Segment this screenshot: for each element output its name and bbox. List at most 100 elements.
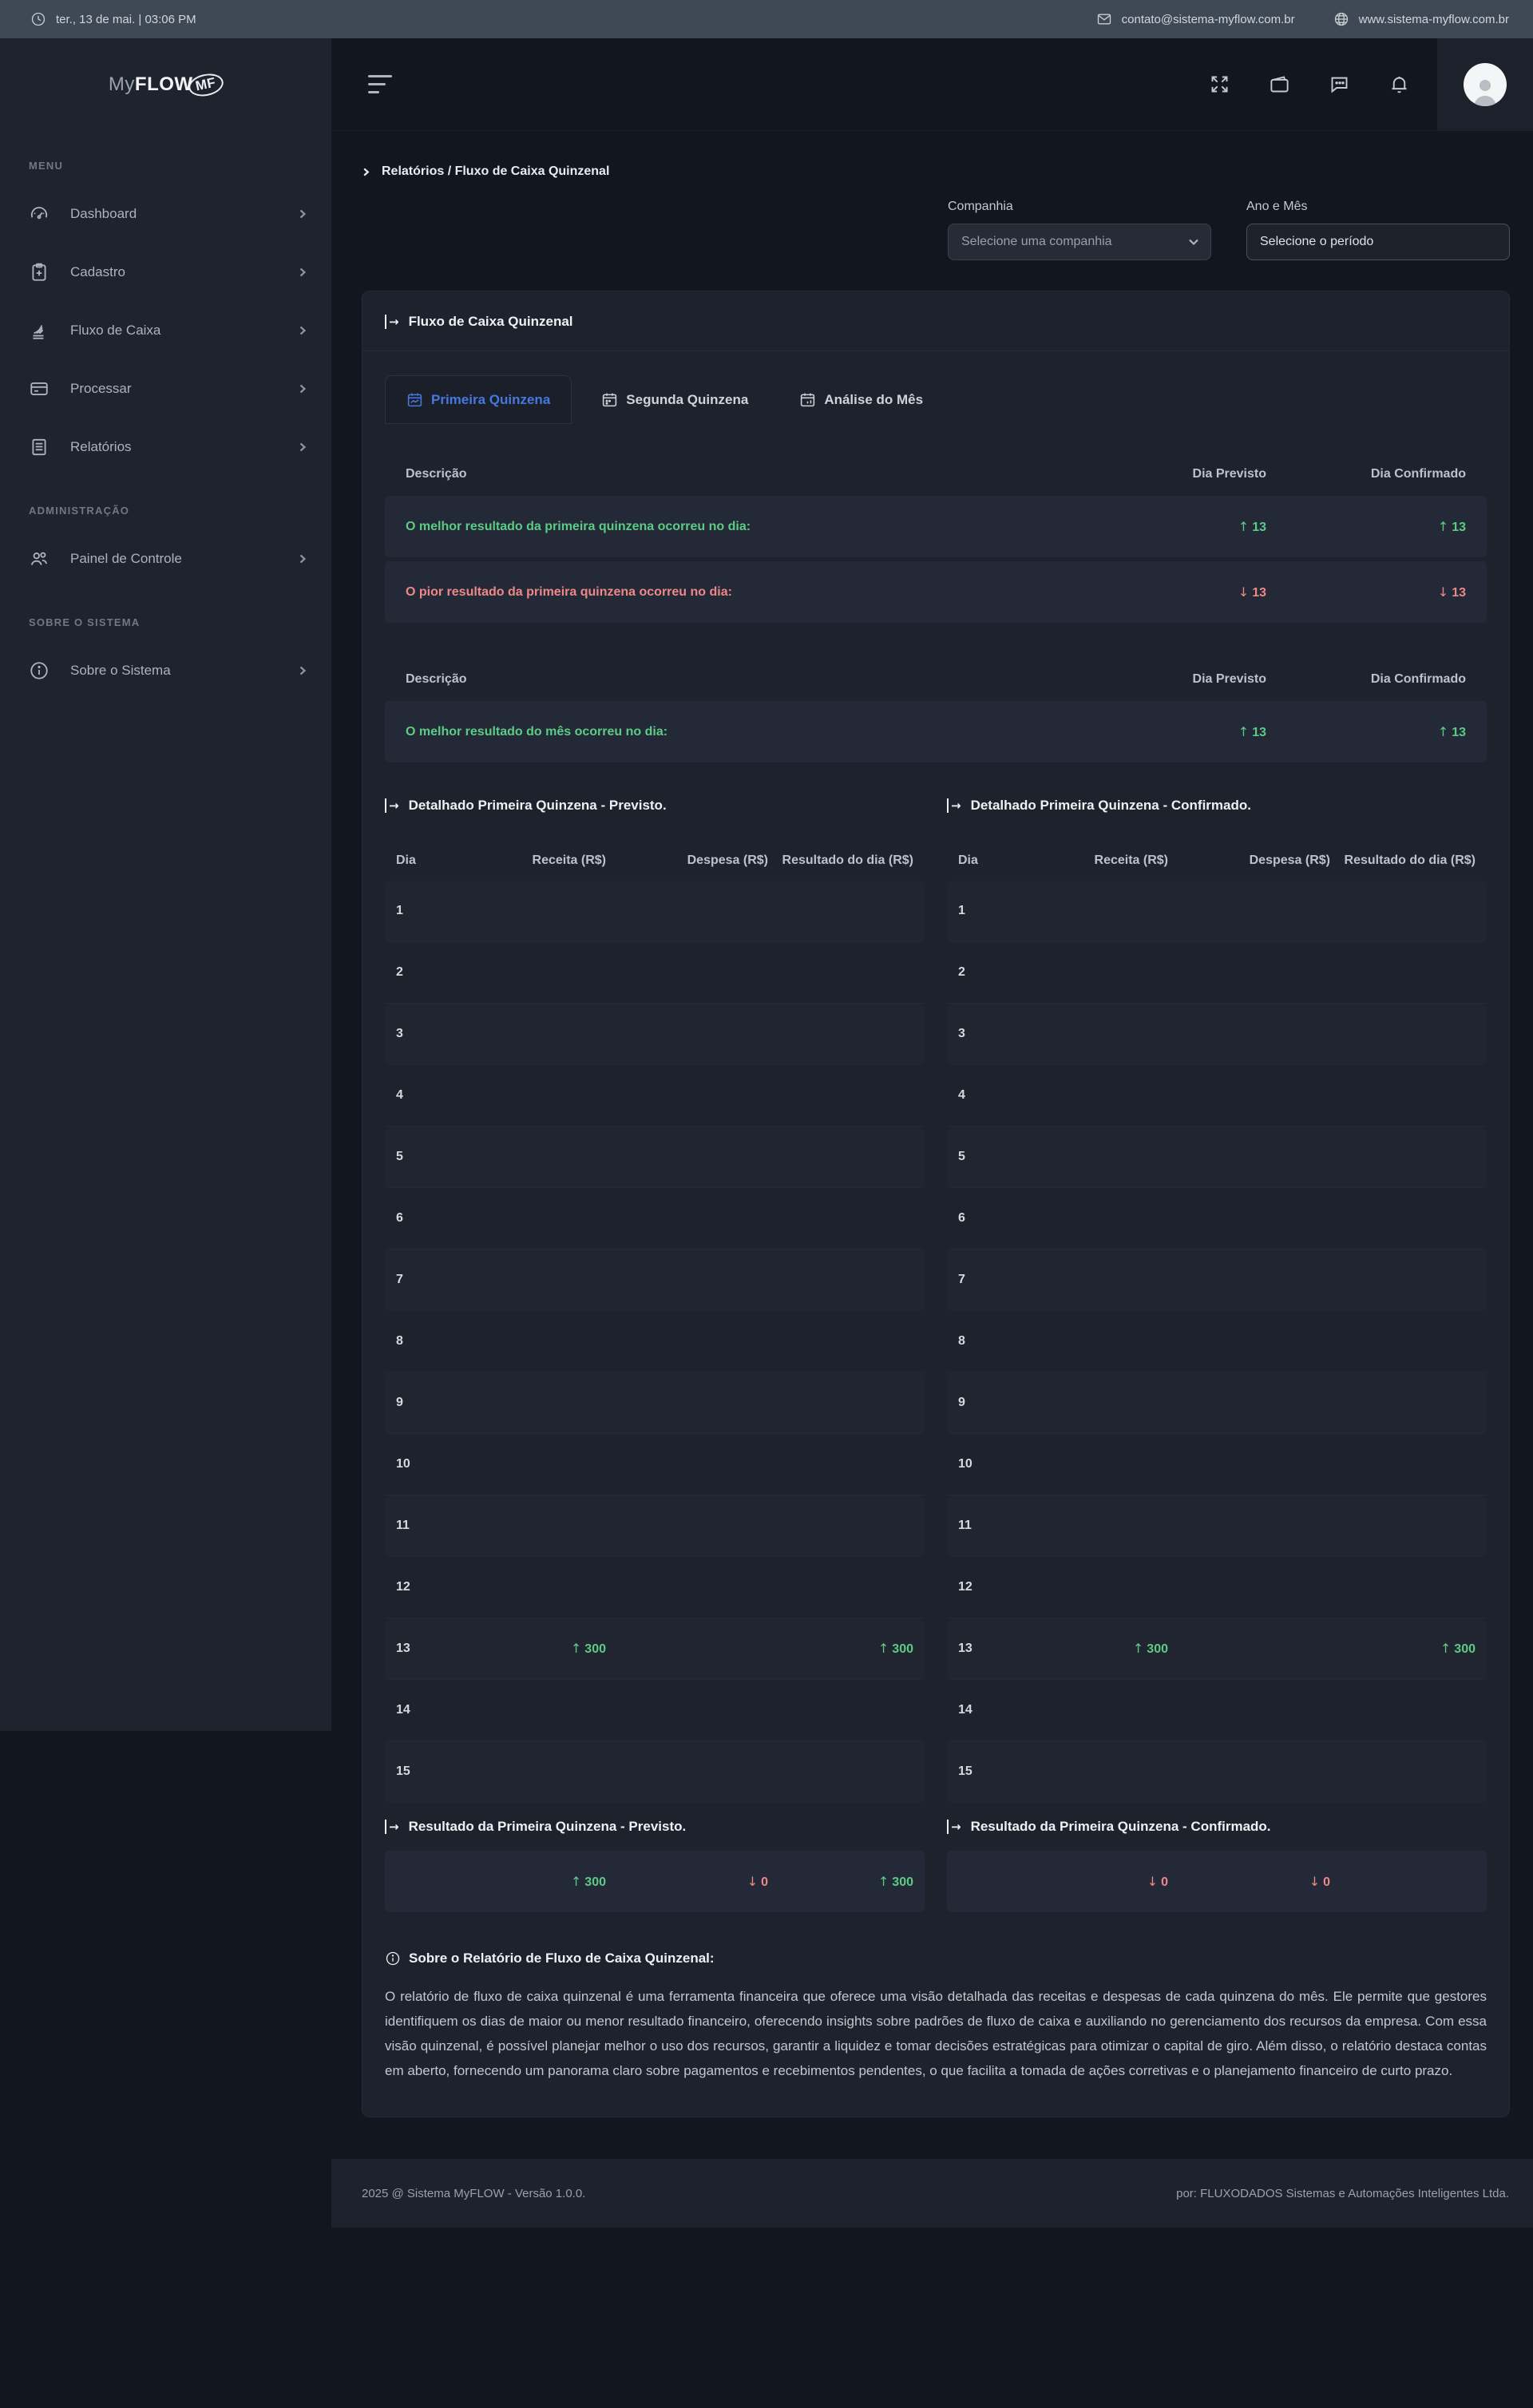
day-number: 12 xyxy=(958,1580,972,1594)
day-number: 11 xyxy=(958,1519,972,1532)
calendar-icon xyxy=(601,391,618,408)
detail-day-row: 8 xyxy=(947,1311,1487,1372)
result-receita: ↓ 0 xyxy=(1016,1874,1168,1890)
sidebar-item-dashboard[interactable]: Dashboard xyxy=(0,184,331,243)
day-number: 4 xyxy=(396,1088,403,1102)
bell-icon[interactable] xyxy=(1388,73,1410,95)
datetime-group: ter., 13 de mai. | 03:06 PM xyxy=(30,11,196,27)
tab-bar: Primeira Quinzena Segunda Quinzena Análi… xyxy=(385,375,1487,424)
report-card: → Fluxo de Caixa Quinzenal Primeira Quin… xyxy=(362,291,1510,2117)
trend-up-icon: ↑ xyxy=(1132,1641,1144,1656)
day-number: 8 xyxy=(396,1334,403,1348)
trend-up-icon: ↑ xyxy=(1238,518,1250,534)
avatar-icon xyxy=(1464,62,1507,106)
sidebar-item-processar[interactable]: Processar xyxy=(0,359,331,418)
dia-previsto-value: ↑ 13 xyxy=(1123,519,1266,535)
tab-primeira-quinzena[interactable]: Primeira Quinzena xyxy=(385,375,572,424)
breadcrumb[interactable]: Relatórios / Fluxo de Caixa Quinzenal xyxy=(362,164,1510,179)
company-label: Companhia xyxy=(948,200,1013,213)
corner-arrow-icon: → xyxy=(385,315,399,329)
sidebar-item-fluxo-de-caixa[interactable]: Fluxo de Caixa xyxy=(0,301,331,359)
dia-previsto-value: ↑ 13 xyxy=(1123,724,1266,740)
detail-title-text: Detalhado Primeira Quinzena - Previsto. xyxy=(408,798,667,813)
day-resultado-value: ↑ 300 xyxy=(1340,1641,1476,1657)
summary-row-worst: O pior resultado da primeira quinzena oc… xyxy=(385,561,1487,623)
sidebar-item-label: Cadastro xyxy=(70,263,125,279)
filters-row: Companhia Selecione uma companhia Ano e … xyxy=(362,200,1510,260)
summary-row-best: O melhor resultado da primeira quinzena … xyxy=(385,496,1487,557)
detail-day-row: 11 xyxy=(947,1495,1487,1557)
tab-analise-do-mes[interactable]: Análise do Mês xyxy=(778,375,945,424)
dia-confirmado-value: ↑ 13 xyxy=(1266,519,1466,535)
chevron-right-icon xyxy=(298,442,307,452)
user-avatar[interactable] xyxy=(1437,38,1533,131)
trend-down-icon: ↓ xyxy=(1437,584,1449,600)
day-number: 5 xyxy=(396,1150,403,1163)
detail-table-previsto: → Detalhado Primeira Quinzena - Previsto… xyxy=(385,798,925,1912)
detail-table-confirmado: → Detalhado Primeira Quinzena - Confirma… xyxy=(947,798,1487,1912)
day-number: 15 xyxy=(958,1764,972,1778)
summary-table-header: Descrição Dia Previsto Dia Confirmado xyxy=(385,658,1487,701)
wallet-icon[interactable] xyxy=(1269,73,1290,95)
sidebar-item-painel-de-controle[interactable]: Painel de Controle xyxy=(0,529,331,588)
detail-day-row: 11 xyxy=(385,1495,925,1557)
sidebar-item-label: Sobre o Sistema xyxy=(70,662,171,678)
fullscreen-icon[interactable] xyxy=(1209,73,1230,95)
contact-email[interactable]: contato@sistema-myflow.com.br xyxy=(1096,11,1295,27)
tab-label: Análise do Mês xyxy=(824,391,924,407)
chevron-right-icon xyxy=(298,326,307,335)
col-receita: Receita (R$) xyxy=(1094,853,1168,867)
detail-day-row: 1 xyxy=(385,881,925,942)
detail-day-row: 4 xyxy=(947,1065,1487,1127)
card-title-text: Fluxo de Caixa Quinzenal xyxy=(408,314,573,329)
trend-up-icon: ↑ xyxy=(877,1641,889,1656)
hamburger-menu-icon[interactable] xyxy=(368,75,392,93)
footer-company: por: FLUXODADOS Sistemas e Automações In… xyxy=(1176,2186,1509,2200)
cashflow-icon xyxy=(29,320,50,341)
day-number: 2 xyxy=(958,965,965,979)
day-number: 14 xyxy=(396,1703,410,1717)
trend-value: 13 xyxy=(1252,585,1266,600)
tab-segunda-quinzena[interactable]: Segunda Quinzena xyxy=(580,375,770,424)
detail-day-row: 5 xyxy=(947,1127,1487,1188)
result-title-text: Resultado da Primeira Quinzena - Previst… xyxy=(408,1819,687,1834)
result-title-confirmado: → Resultado da Primeira Quinzena - Confi… xyxy=(947,1819,1487,1835)
chat-icon[interactable] xyxy=(1329,73,1350,95)
company-select[interactable]: Selecione uma companhia xyxy=(948,224,1211,260)
detail-day-row: 6 xyxy=(947,1188,1487,1250)
website-link[interactable]: www.sistema-myflow.com.br xyxy=(1333,11,1509,27)
report-icon xyxy=(29,437,50,457)
detail-day-row: 3 xyxy=(385,1004,925,1065)
chevron-down-icon xyxy=(1188,236,1199,248)
chevron-right-icon xyxy=(298,554,307,564)
day-number: 12 xyxy=(396,1580,410,1594)
trend-up-icon: ↑ xyxy=(1440,1641,1452,1656)
day-number: 9 xyxy=(396,1396,403,1409)
trend-up-icon: ↑ xyxy=(1238,723,1250,739)
corner-arrow-icon: → xyxy=(385,798,399,813)
result-row-previsto: ↑ 300 ↓ 0 ↑ 300 xyxy=(385,1851,925,1912)
summary-table-mes: Descrição Dia Previsto Dia Confirmado O … xyxy=(385,658,1487,762)
day-number: 3 xyxy=(396,1027,403,1040)
trend-value: 13 xyxy=(1452,725,1466,739)
col-descricao: Descrição xyxy=(406,467,467,481)
col-resultado-dia: Resultado do dia (R$) xyxy=(782,853,913,867)
about-report-title: Sobre o Relatório de Fluxo de Caixa Quin… xyxy=(409,1951,715,1966)
sidebar-item-relatorios[interactable]: Relatórios xyxy=(0,418,331,476)
sidebar-item-cadastro[interactable]: Cadastro xyxy=(0,243,331,301)
sidebar-item-sobre-o-sistema[interactable]: Sobre o Sistema xyxy=(0,641,331,699)
about-report-section: Sobre o Relatório de Fluxo de Caixa Quin… xyxy=(385,1951,1487,2083)
day-number: 13 xyxy=(396,1642,410,1655)
result-row-confirmado: ↓ 0 ↓ 0 xyxy=(947,1851,1487,1912)
col-dia-confirmado: Dia Confirmado xyxy=(1370,467,1466,481)
dia-confirmado-value: ↓ 13 xyxy=(1266,584,1466,600)
logo[interactable]: My FLOW MF xyxy=(0,38,331,131)
result-despesa: ↓ 0 xyxy=(616,1874,768,1890)
calendar-analysis-icon xyxy=(799,391,816,408)
day-number: 10 xyxy=(396,1457,410,1471)
day-number: 15 xyxy=(396,1764,410,1778)
period-input[interactable] xyxy=(1246,224,1510,260)
day-resultado-value: ↑ 300 xyxy=(778,1641,913,1657)
chevron-right-icon xyxy=(298,384,307,394)
summary-description: O melhor resultado da primeira quinzena … xyxy=(406,519,751,533)
